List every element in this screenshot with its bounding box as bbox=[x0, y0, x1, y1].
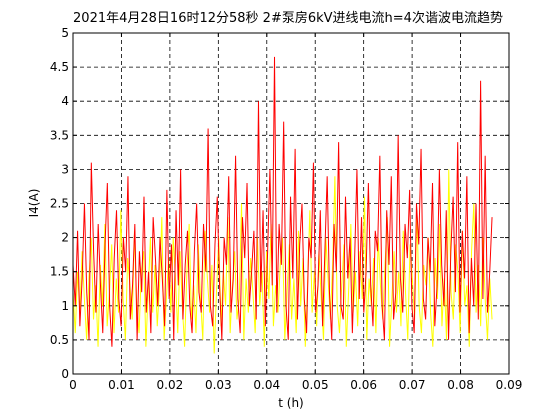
y-tick-label: 0.5 bbox=[50, 333, 69, 347]
y-tick-label: 4.5 bbox=[50, 60, 69, 74]
y-tick-label: 4 bbox=[61, 94, 69, 108]
y-tick-label: 1 bbox=[61, 299, 69, 313]
y-tick-label: 3.5 bbox=[50, 128, 69, 142]
chart-title: 2021年4月28日16时12分58秒 2#泵房6kV进线电流h=4次谐波电流趋… bbox=[73, 10, 503, 26]
x-tick-label: 0.05 bbox=[302, 378, 329, 392]
x-tick-label: 0.02 bbox=[157, 378, 184, 392]
x-tick-label: 0.03 bbox=[205, 378, 232, 392]
series-line-2 bbox=[72, 56, 493, 347]
x-tick-label: 0 bbox=[69, 378, 77, 392]
y-tick-label: 2 bbox=[61, 231, 69, 245]
axis-ticks: 0 0.01 0.02 0.03 0.04 0.05 0.06 0.07 0.08 0.09 0 0.… bbox=[50, 26, 522, 392]
x-tick-label: 0.06 bbox=[350, 378, 377, 392]
y-tick-label: 2.5 bbox=[50, 197, 69, 211]
y-tick-label: 0 bbox=[61, 367, 69, 381]
x-axis-label: t (h) bbox=[278, 396, 304, 410]
y-axis-label: I4(A) bbox=[27, 189, 41, 218]
x-tick-label: 0.08 bbox=[447, 378, 474, 392]
y-tick-label: 5 bbox=[61, 26, 69, 40]
x-tick-label: 0.04 bbox=[253, 378, 280, 392]
x-tick-label: 0.01 bbox=[108, 378, 135, 392]
y-tick-label: 3 bbox=[61, 162, 69, 176]
x-tick-label: 0.07 bbox=[399, 378, 426, 392]
x-tick-label: 0.09 bbox=[496, 378, 523, 392]
y-tick-label: 1.5 bbox=[50, 265, 69, 279]
